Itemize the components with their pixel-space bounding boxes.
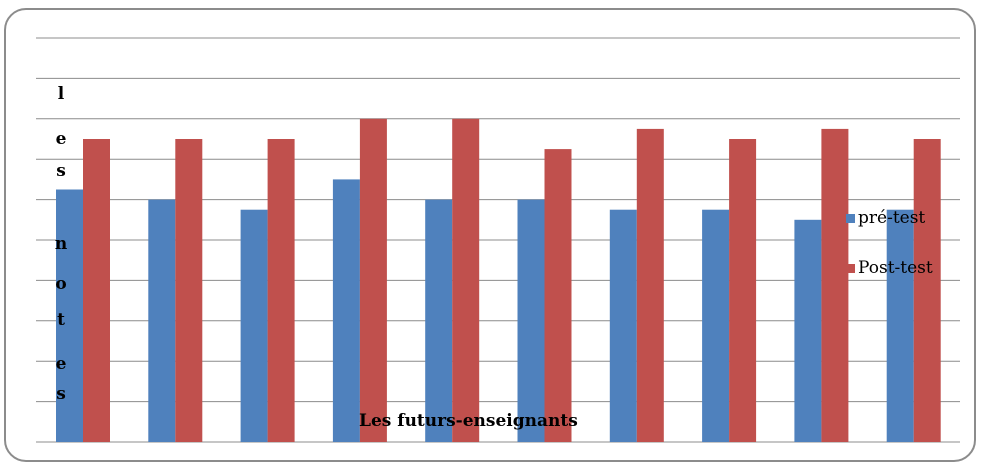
bar-pre-test-1 [56,189,83,442]
bar-pre-test-4 [332,179,360,442]
legend-item-pre-test: pré-test [846,206,933,230]
bar-post-test-10 [913,139,941,442]
bar-pre-test-9 [794,219,822,442]
bar-post-test-7 [636,128,664,442]
bar-post-test-3 [267,139,295,442]
y-axis-label-letter: s [56,161,66,181]
bar-pre-test-10 [886,209,914,442]
y-axis-label-letter: o [55,274,67,294]
bar-post-test-5 [452,118,480,443]
bar-post-test-8 [729,139,757,442]
y-axis-label-letter: t [57,310,65,330]
bar-pre-test-7 [609,209,637,442]
bar-post-test-9 [821,128,849,442]
y-axis-label-letter: s [56,384,66,404]
y-axis-label-letter: e [55,129,67,149]
bar-post-test-4 [359,118,387,443]
x-axis-label: Les futurs-enseignants [359,411,578,431]
bar-pre-test-8 [702,209,730,442]
bar-pre-test-6 [517,199,545,442]
legend-swatch-post-test [846,263,855,273]
bar-post-test-1 [83,139,110,442]
legend-item-post-test: Post-test [846,256,933,280]
legend-label-post-test: Post-test [858,258,933,278]
bar-post-test-6 [544,149,572,442]
legend-swatch-pre-test [846,213,855,223]
bars [56,118,941,443]
y-axis-label-letter: l [57,84,65,104]
legend-label-pre-test: pré-test [858,208,926,228]
bar-pre-test-2 [148,199,176,442]
legend: pré-test Post-test [846,206,933,306]
bar-pre-test-5 [425,199,453,442]
y-axis-label-letter: n [54,234,68,254]
bar-post-test-2 [175,139,203,442]
y-axis-label-letter: e [55,354,67,374]
bar-pre-test-3 [240,209,268,442]
